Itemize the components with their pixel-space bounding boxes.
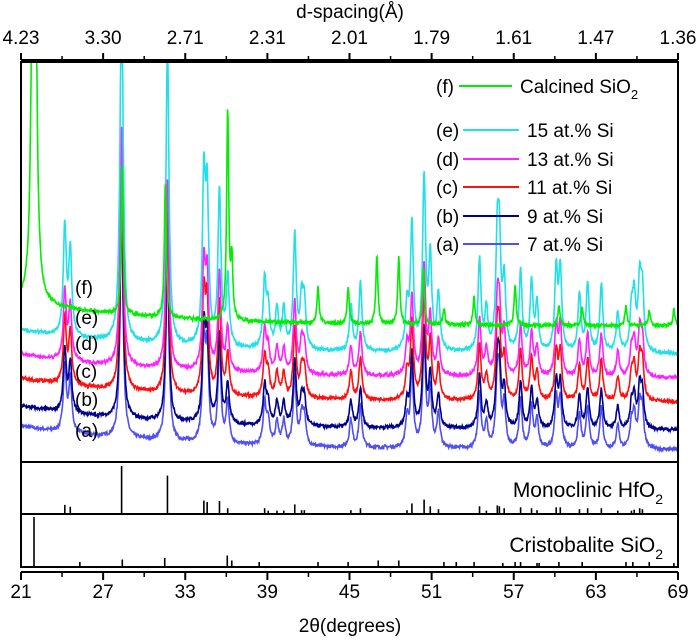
- bottom-tick-label: 45: [339, 582, 360, 603]
- reference-patterns: Monoclinic HfO2 Cristobalite SiO2: [33, 466, 675, 567]
- legend-item-b: (b) 9 at.% Si: [436, 207, 603, 228]
- bottom-axis-title: 2θ(degrees): [299, 616, 401, 637]
- legend-label: 9 at.% Si: [527, 207, 603, 228]
- top-tick-label: 2.01: [331, 28, 368, 49]
- series-curve-a: [21, 205, 678, 454]
- series-curve-f: [21, 62, 678, 331]
- bottom-tick-label: 57: [503, 582, 524, 603]
- plot-area: [21, 62, 678, 454]
- legend-item-d: (d) 13 at.% Si: [436, 150, 614, 171]
- legend-tag: (a): [436, 235, 459, 256]
- bottom-tick-label: 39: [257, 582, 278, 603]
- curve-tag-e: (e): [75, 308, 98, 329]
- legend-tag: (d): [436, 150, 459, 171]
- legend-label: 11 at.% Si: [527, 178, 612, 199]
- curve-tag-d: (d): [75, 334, 98, 355]
- top-tick-label: 3.30: [85, 28, 122, 49]
- legend-item-e: (e) 15 at.% Si: [436, 121, 614, 142]
- bottom-tick-label: 33: [175, 582, 196, 603]
- curve-tag-f: (f): [75, 278, 93, 299]
- legend-tag: (b): [436, 207, 459, 228]
- legend-label: 7 at.% Si: [527, 235, 603, 256]
- curve-tag-a: (a): [75, 421, 98, 442]
- series-curve-d: [21, 126, 678, 381]
- top-tick-label: 1.47: [577, 28, 614, 49]
- curve-tag-b: (b): [75, 390, 98, 411]
- legend-item-c: (c) 11 at.% Si: [436, 178, 612, 199]
- reference-monoclinic: Monoclinic HfO2: [64, 466, 663, 514]
- top-tick-label: 4.23: [3, 28, 40, 49]
- bottom-tick-label: 51: [421, 582, 442, 603]
- reference-label: Monoclinic HfO2: [513, 479, 663, 507]
- top-tick-label: 2.71: [167, 28, 204, 49]
- bottom-axis: 21 27 33 39 45 51 57 63 69: [10, 571, 689, 603]
- bottom-tick-label: 69: [667, 582, 688, 603]
- reference-cristobalite: Cristobalite SiO2: [33, 517, 675, 567]
- legend-tag: (f): [436, 77, 454, 98]
- top-tick-label: 1.36: [660, 28, 697, 49]
- legend-item-a: (a) 7 at.% Si: [436, 235, 603, 256]
- bottom-tick-label: 21: [10, 582, 31, 603]
- series-curve-e: [21, 62, 678, 357]
- top-tick-label: 1.79: [413, 28, 450, 49]
- legend: (f) Calcined SiO2 (e) 15 at.% Si (d) 13 at.% …: [436, 77, 638, 256]
- top-tick-label: 2.31: [249, 28, 286, 49]
- legend-tag: (c): [436, 178, 458, 199]
- series-curve-c: [21, 156, 678, 406]
- series-curve-b: [21, 196, 678, 435]
- bottom-tick-label: 63: [585, 582, 606, 603]
- curve-tags: (f) (e) (d) (c) (b) (a): [75, 278, 98, 442]
- legend-item-f: (f) Calcined SiO2: [436, 77, 638, 102]
- cristobalite-panel: [20, 513, 679, 568]
- bottom-tick-label: 27: [93, 582, 114, 603]
- legend-label: Calcined SiO2: [520, 77, 638, 102]
- reference-label: Cristobalite SiO2: [509, 534, 663, 562]
- top-axis: 4.23 3.30 2.71 2.31 2.01 1.79 1.61 1.47 1.36: [3, 28, 697, 61]
- legend-label: 15 at.% Si: [527, 121, 614, 142]
- top-tick-label: 1.61: [495, 28, 532, 49]
- top-axis-title: d-spacing(Å): [296, 2, 404, 23]
- curve-tag-c: (c): [75, 362, 97, 383]
- legend-tag: (e): [436, 121, 459, 142]
- legend-label: 13 at.% Si: [527, 150, 614, 171]
